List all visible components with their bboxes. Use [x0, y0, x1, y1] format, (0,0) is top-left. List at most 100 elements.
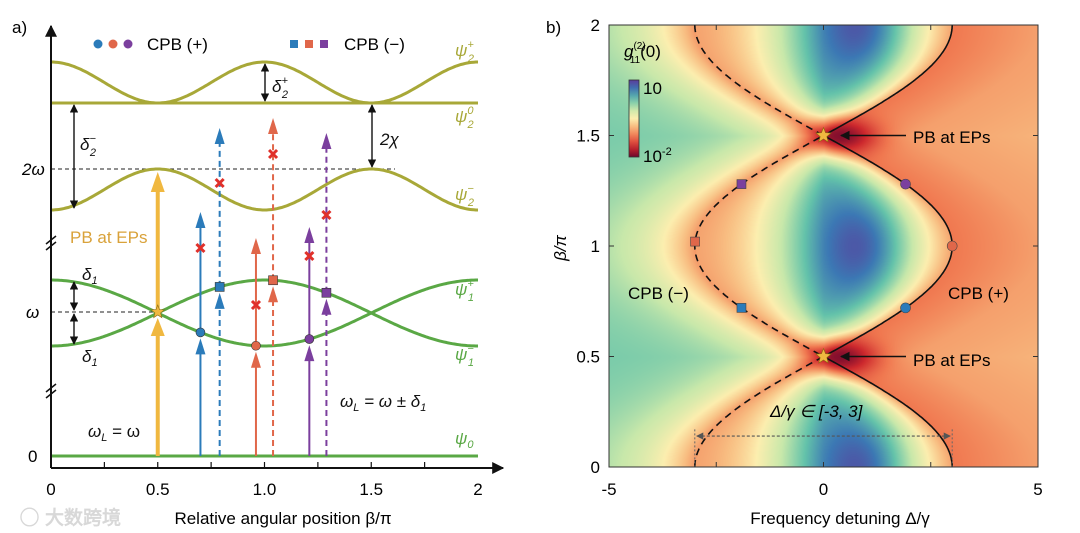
watermark: ◯ 大数跨境	[20, 506, 121, 529]
axis-break-mark	[45, 241, 57, 251]
level-psi2-plus	[51, 60, 478, 105]
y-tick-label: 0.5	[576, 348, 600, 367]
legend-square-orange	[305, 40, 313, 48]
x-tick-label: 1.0	[253, 480, 277, 499]
blocked-cross-icon	[321, 209, 332, 221]
excitation-arrowhead-lower	[214, 292, 225, 309]
excitation-arrowhead-upper	[250, 238, 261, 254]
y-tick-zero: 0	[28, 447, 37, 466]
x-tick-label: 2	[473, 480, 482, 499]
level-psi1-branch-b	[51, 278, 478, 348]
x-tick-label: 0.5	[146, 480, 170, 499]
excitation-arrowhead-lower	[321, 298, 332, 315]
blocked-cross-icon	[267, 148, 279, 160]
cpb-plus-point	[900, 302, 911, 314]
x-tick-label: 1.5	[359, 480, 383, 499]
x-axis-label-a: Relative angular position β/π	[174, 509, 391, 528]
plot-frame	[608, 24, 1039, 468]
pump-arrowhead-lower	[150, 318, 165, 336]
x-axis-label-b: Frequency detuning Δ/γ	[750, 509, 930, 528]
ep-star-icon	[815, 126, 832, 143]
label-psi2-minus: ψ− 2	[455, 183, 474, 209]
delta2-plus: δ+ 2	[272, 75, 288, 101]
y-axis-label-b: β/π	[551, 234, 570, 261]
axis-break-mark	[45, 235, 57, 245]
excitation-arrowhead-lower	[304, 345, 315, 362]
x-tick-label: 0	[819, 480, 828, 499]
colorbar-min: 10-2	[643, 146, 672, 166]
pump-arrowhead-upper	[150, 172, 165, 192]
cpb-plus-point	[946, 240, 958, 252]
blocked-cross-icon	[214, 177, 225, 189]
level-psi2-minus	[51, 167, 478, 212]
y-tick-label: 1	[591, 237, 600, 256]
legend-dot-orange	[108, 39, 118, 49]
label-psi2-zero: ψ0 2	[455, 105, 474, 131]
axis-break-mark	[45, 389, 57, 399]
label-psi2-plus: ψ+ 2	[455, 39, 474, 65]
cpb-plus-marker	[251, 340, 261, 351]
cpb-plus-marker	[195, 327, 206, 338]
colorbar	[628, 79, 640, 158]
x-tick-labels-a: 0 0.5 1.0 1.5 2	[46, 480, 482, 499]
label-psi1-minus: ψ− 1	[455, 343, 474, 369]
cpb-plus-marker	[304, 334, 315, 344]
panel-a-label: a)	[12, 18, 27, 37]
level-labels: ψ+ 2 ψ0 2 ψ− 2	[455, 39, 474, 209]
level-psi1-branch-a	[51, 278, 478, 348]
panel-b-label: b)	[546, 18, 561, 37]
ep-star-icon	[150, 304, 166, 319]
g2-map-overlay	[608, 24, 1039, 468]
excitation-arrowhead-upper	[304, 227, 315, 243]
level-labels-1: ψ+ 1 ψ− 1 ψ0	[455, 278, 474, 451]
energy-level-diagram	[45, 24, 505, 474]
g2-heatmap	[609, 25, 1038, 467]
omega-l-eq-omega-pm-delta: ωL = ω ± δ1	[340, 392, 426, 414]
y-tick-label: 2	[591, 16, 600, 35]
y-tick-label: 0	[591, 458, 600, 477]
y-tick-label: 1.5	[576, 127, 600, 146]
excitation-arrowhead-upper	[321, 133, 332, 149]
ep-star-icon	[815, 347, 832, 364]
legend-cpb-plus: CPB (+)	[147, 35, 208, 54]
label-psi0: ψ0	[455, 429, 474, 451]
legend-square-purple	[320, 40, 328, 48]
cpb-plus-point	[900, 178, 911, 190]
y-tick-2omega: 2ω	[21, 160, 45, 179]
cpb-plus-curve	[821, 25, 953, 467]
cpb-minus-point	[736, 179, 747, 189]
delta2-minus: δ− 2	[80, 133, 96, 159]
cpb-minus-point	[690, 236, 700, 247]
label-psi1-plus: ψ+ 1	[455, 278, 474, 304]
excitation-arrowhead-upper	[268, 118, 279, 134]
pb-at-eps-upper: PB at EPs	[913, 128, 990, 147]
legend-dot-purple	[123, 39, 133, 49]
legend-cpb-minus: CPB (−)	[344, 35, 405, 54]
b-axes-ticks: -5 0 500.511.52	[576, 16, 1042, 499]
blocked-cross-icon	[250, 299, 262, 311]
cpb-minus-marker	[268, 275, 278, 286]
cpb-plus-label: CPB (+)	[948, 284, 1009, 303]
excitation-arrowhead-lower	[250, 351, 261, 368]
axis-break-mark	[45, 383, 57, 393]
omega-l-eq-omega: ωL = ω	[88, 422, 140, 444]
excitation-arrowhead-upper	[195, 212, 206, 228]
legend: CPB (+) CPB (−)	[93, 35, 405, 54]
excitation-arrowhead-lower	[268, 286, 279, 303]
x-tick-label: -5	[601, 480, 616, 499]
colorbar-max: 10	[643, 79, 662, 98]
cpb-minus-marker	[214, 282, 225, 292]
blocked-cross-icon	[195, 242, 206, 254]
x-tick-label: 0	[46, 480, 55, 499]
legend-square-blue	[290, 40, 298, 48]
legend-dot-blue	[93, 39, 103, 49]
pb-at-eps-lower: PB at EPs	[913, 351, 990, 370]
y-tick-omega: ω	[26, 303, 39, 322]
range-label: Δ/γ ∈ [-3, 3]	[769, 402, 864, 421]
two-chi: 2χ	[379, 130, 399, 149]
excitation-arrowhead-lower	[195, 338, 206, 355]
delta1-lower: δ1	[82, 347, 98, 369]
annotations: δ+ 2 δ− 2 2χ δ1 δ1 ωL = ω ωL = ω ± δ1	[80, 75, 426, 444]
blocked-cross-icon	[304, 250, 315, 262]
